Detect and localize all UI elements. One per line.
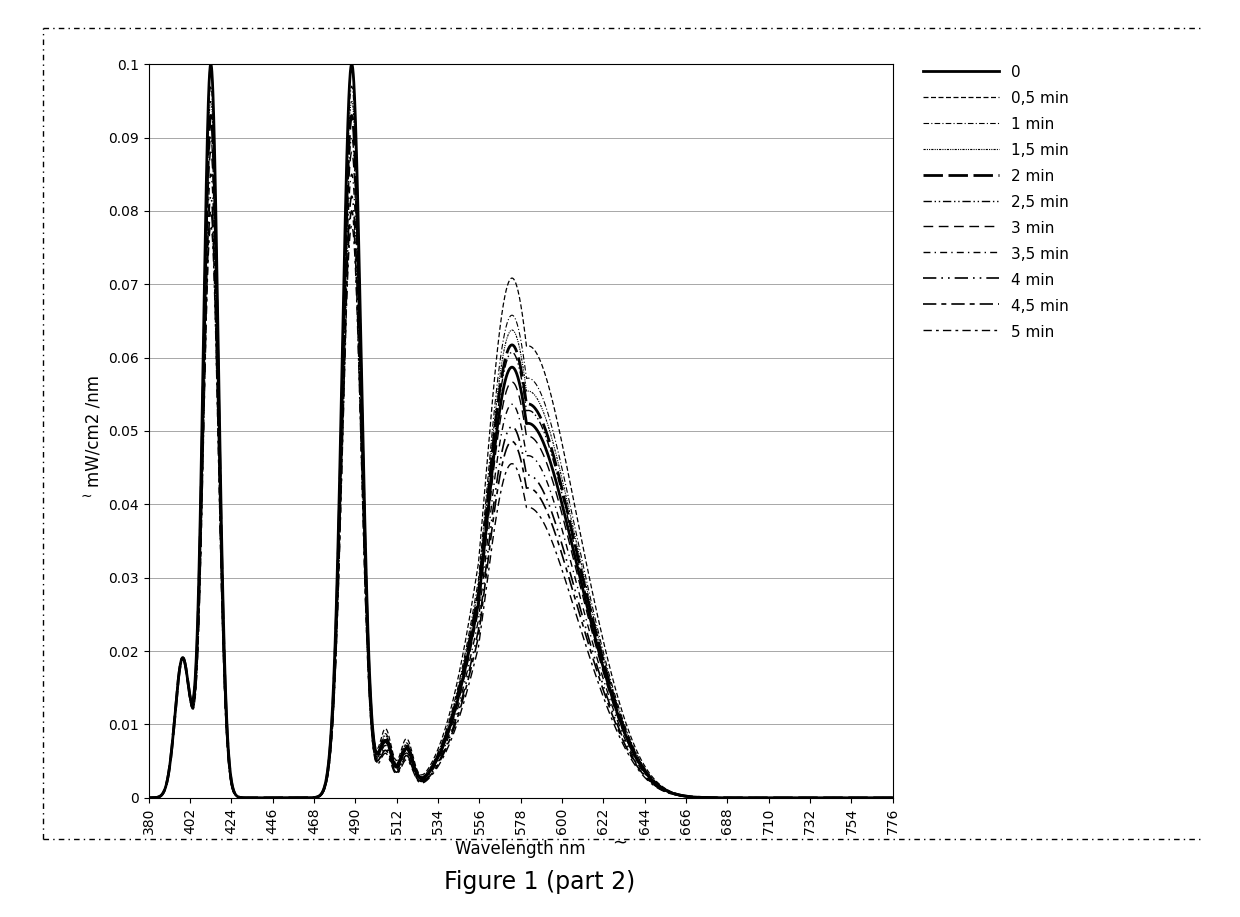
Text: ∼: ∼ [613, 834, 627, 852]
Legend: 0, 0,5 min, 1 min, 1,5 min, 2 min, 2,5 min, 3 min, 3,5 min, 4 min, 4,5 min, 5 mi: 0, 0,5 min, 1 min, 1,5 min, 2 min, 2,5 m… [923, 64, 1069, 339]
Text: ∼: ∼ [81, 489, 93, 503]
Text: Figure 1 (part 2): Figure 1 (part 2) [444, 870, 635, 894]
X-axis label: Wavelength nm: Wavelength nm [455, 840, 587, 857]
Y-axis label: mW/cm2 /nm: mW/cm2 /nm [84, 375, 103, 487]
